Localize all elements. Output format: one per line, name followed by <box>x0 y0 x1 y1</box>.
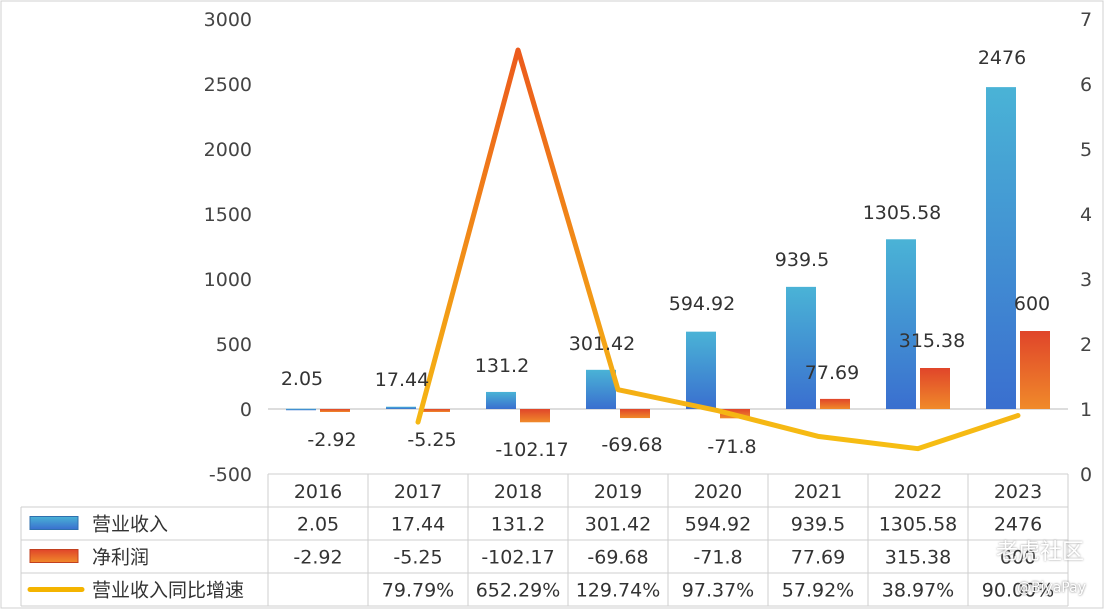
table-cell: 129.74% <box>576 580 661 602</box>
table-cell: -2.92 <box>293 547 342 569</box>
bar-net-profit <box>1020 331 1050 409</box>
table-cell: 315.38 <box>885 547 951 569</box>
right-axis-tick-label: 3 <box>1080 269 1092 291</box>
left-axis-tick-label: 2500 <box>204 74 252 96</box>
legend-series-name: 营业收入同比增速 <box>92 580 244 602</box>
bar-net-profit <box>920 368 950 409</box>
table-cell: 38.97% <box>882 580 954 602</box>
data-label-revenue: 939.5 <box>775 249 829 271</box>
legend-swatch-net-profit <box>29 549 79 563</box>
table-cell: 79.79% <box>382 580 454 602</box>
left-axis-tick-label: 0 <box>240 399 252 421</box>
x-axis-category-label: 2023 <box>994 481 1042 503</box>
left-axis-tick-label: 1500 <box>204 204 252 226</box>
left-axis-tick-label: 1000 <box>204 269 252 291</box>
table-cell: 301.42 <box>585 514 651 536</box>
right-axis-tick-label: 4 <box>1080 204 1092 226</box>
x-axis-category-label: 2022 <box>894 481 942 503</box>
right-axis-tick-label: 1 <box>1080 399 1092 421</box>
right-axis-tick-label: 2 <box>1080 334 1092 356</box>
data-label-revenue: 17.44 <box>375 369 429 391</box>
table-cell: 652.29% <box>476 580 561 602</box>
data-label-revenue: 594.92 <box>669 293 735 315</box>
table-cell: 600 <box>1000 547 1036 569</box>
x-axis-category-label: 2017 <box>394 481 442 503</box>
table-cell: 131.2 <box>491 514 545 536</box>
x-axis-category-label: 2020 <box>694 481 742 503</box>
data-label-revenue: 1305.58 <box>863 202 942 224</box>
left-axis-tick-label: 3000 <box>204 9 252 31</box>
right-axis-tick-label: 0 <box>1080 464 1092 486</box>
left-axis-tick-label: 2000 <box>204 139 252 161</box>
data-label-net-profit: -71.8 <box>707 436 756 458</box>
watermark-handle: @BiyaPay <box>1016 580 1086 596</box>
table-cell: -71.8 <box>693 547 742 569</box>
table-cell: 97.37% <box>682 580 754 602</box>
data-label-revenue: 301.42 <box>569 333 635 355</box>
data-label-revenue: 131.2 <box>475 355 529 377</box>
data-label-revenue: 2476 <box>978 47 1026 69</box>
growth-line <box>415 47 1021 452</box>
x-axis-category-label: 2019 <box>594 481 642 503</box>
table-cell: 594.92 <box>685 514 751 536</box>
table-cell: -102.17 <box>481 547 554 569</box>
bar-revenue <box>886 239 916 409</box>
bar-revenue <box>286 408 316 411</box>
watermark-logo: 老虎社区 <box>995 540 1084 565</box>
table-cell: 1305.58 <box>879 514 958 536</box>
bar-revenue <box>986 87 1016 410</box>
right-axis-tick-label: 5 <box>1080 139 1092 161</box>
right-axis-tick-label: 6 <box>1080 74 1092 96</box>
data-label-net-profit: -2.92 <box>307 429 356 451</box>
data-label-revenue: 2.05 <box>281 368 323 390</box>
x-axis-category-label: 2021 <box>794 481 842 503</box>
table-cell: 77.69 <box>791 547 845 569</box>
table-cell: 17.44 <box>391 514 445 536</box>
bar-net-profit <box>820 398 850 409</box>
legend-swatch-revenue <box>29 516 79 530</box>
table-cell: 2476 <box>994 514 1042 536</box>
bar-net-profit <box>320 409 350 412</box>
bar-revenue <box>586 369 616 409</box>
bar-revenue <box>686 331 716 409</box>
bar-revenue <box>486 391 516 409</box>
bar-net-profit <box>520 409 550 423</box>
bar-net-profit <box>620 409 650 419</box>
x-axis-category-label: 2018 <box>494 481 542 503</box>
left-axis-tick-label: 500 <box>216 334 252 356</box>
right-axis-tick-label: 7 <box>1080 9 1092 31</box>
table-cell: -5.25 <box>393 547 442 569</box>
x-axis-category-label: 2016 <box>294 481 342 503</box>
data-label-net-profit: -102.17 <box>495 439 568 461</box>
table-cell: 90.00% <box>982 580 1054 602</box>
bar-revenue <box>386 406 416 409</box>
legend-series-name: 净利润 <box>92 547 149 569</box>
data-label-net-profit: 315.38 <box>899 330 965 352</box>
table-cell: 57.92% <box>782 580 854 602</box>
data-label-net-profit: 600 <box>1014 293 1050 315</box>
table-cell: 2.05 <box>297 514 339 536</box>
legend-series-name: 营业收入 <box>92 514 168 536</box>
bar-net-profit <box>420 409 450 412</box>
data-label-net-profit: -69.68 <box>601 434 662 456</box>
data-label-net-profit: 77.69 <box>805 362 859 384</box>
table-cell: -69.68 <box>587 547 648 569</box>
left-axis-tick-label: -500 <box>209 464 252 486</box>
table-cell: 939.5 <box>791 514 845 536</box>
bar-revenue <box>786 286 816 409</box>
data-label-net-profit: -5.25 <box>407 429 456 451</box>
